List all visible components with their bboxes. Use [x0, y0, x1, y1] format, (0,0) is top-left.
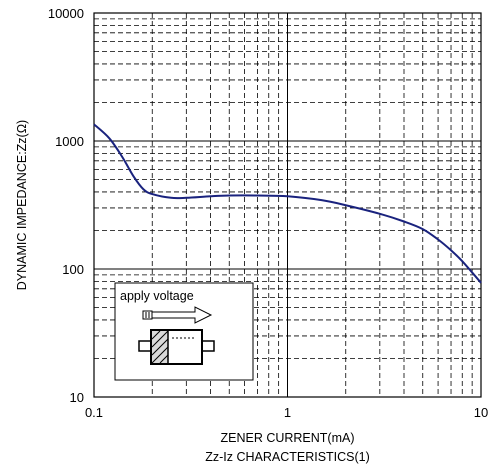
- x-tick-label: 1: [284, 405, 291, 420]
- y-tick-label: 10000: [48, 6, 84, 21]
- y-tick-label: 100: [62, 262, 84, 277]
- y-axis-label: DYNAMIC IMPEDANCE:Zz(Ω): [15, 120, 29, 290]
- x-axis-label: ZENER CURRENT(mA): [220, 431, 354, 445]
- x-tick-label: 0.1: [85, 405, 103, 420]
- arrow-icon: [142, 306, 213, 324]
- diode-package-icon: [138, 329, 215, 365]
- inset-box: apply voltage: [114, 282, 254, 381]
- inset-label: apply voltage: [120, 289, 194, 303]
- plot-area-frame: [93, 12, 482, 398]
- series-layer: [93, 123, 482, 284]
- chart-caption: Zz-Iz CHARACTERISTICS(1): [205, 450, 370, 464]
- series-line: [93, 123, 482, 284]
- grid: [94, 13, 481, 397]
- y-tick-label: 1000: [55, 134, 84, 149]
- y-tick-label: 10: [70, 390, 84, 405]
- y-tick-labels: 10 100 1000 10000: [48, 6, 84, 405]
- x-tick-label: 10: [474, 405, 488, 420]
- x-tick-labels: 0.1 1 10: [85, 405, 488, 420]
